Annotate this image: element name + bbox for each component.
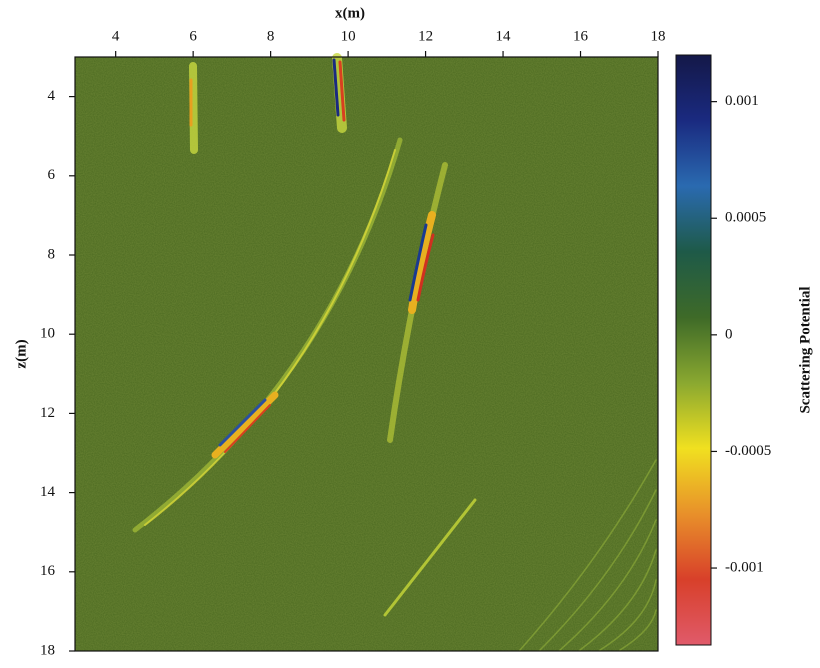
reflector [408, 223, 428, 302]
x-tick-label: 12 [418, 28, 433, 44]
colorbar-tick-label: 0.0005 [725, 210, 766, 226]
y-tick-label: 18 [40, 642, 55, 658]
reflector [332, 53, 347, 133]
reflector [408, 211, 436, 314]
x-axis-label: x(m) [335, 5, 365, 21]
x-tick-label: 14 [496, 28, 512, 44]
field-texture [75, 57, 658, 651]
plot-frame [74, 56, 659, 652]
y-tick-label: 4 [48, 88, 56, 104]
ripples [519, 459, 657, 651]
colorbar-tick-label: 0.001 [725, 93, 759, 109]
colorbar-tick-label: 0 [725, 326, 733, 342]
reflector [211, 391, 279, 459]
reflector [332, 58, 340, 117]
x-tick-label: 18 [651, 28, 666, 44]
reflector [132, 137, 403, 533]
reflector [416, 233, 435, 302]
colorbar-tick-label: -0.0005 [725, 443, 771, 459]
reflector [224, 404, 271, 453]
y-tick-label: 8 [48, 246, 56, 262]
y-tick-label: 14 [40, 484, 56, 500]
colorbar-tick-label: -0.001 [725, 559, 764, 575]
reflector [218, 398, 267, 447]
x-tick-label: 4 [112, 28, 120, 44]
y-tick-label: 16 [40, 563, 56, 579]
y-axis-label: z(m) [13, 339, 29, 368]
x-tick-label: 16 [573, 28, 589, 44]
x-tick-label: 8 [267, 28, 275, 44]
y-tick-label: 12 [40, 405, 55, 421]
y-tick-label: 10 [40, 326, 55, 342]
reflector [144, 149, 396, 526]
reflectors [132, 53, 657, 651]
reflector [189, 62, 198, 154]
x-tick-label: 6 [189, 28, 197, 44]
y-tick-label: 6 [48, 167, 56, 183]
colorbar [675, 54, 712, 646]
reflector [338, 60, 346, 122]
x-tick-label: 10 [341, 28, 356, 44]
colorbar-label: Scattering Potential [797, 286, 813, 413]
reflector [383, 498, 477, 617]
scattering-field [74, 53, 659, 652]
